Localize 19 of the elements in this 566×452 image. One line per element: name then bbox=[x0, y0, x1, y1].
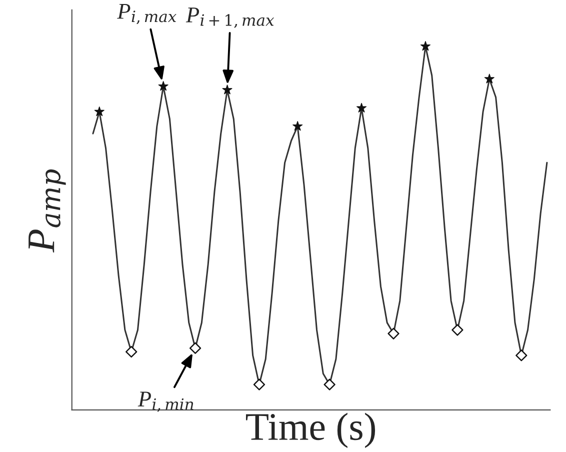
point bbox=[388, 328, 400, 340]
y-axis-title: P$_{amp}$ bbox=[28, 169, 66, 253]
point bbox=[222, 84, 232, 94]
point bbox=[189, 342, 202, 354]
point bbox=[126, 346, 138, 358]
point bbox=[356, 102, 367, 112]
point bbox=[420, 41, 430, 51]
point bbox=[324, 378, 336, 390]
point bbox=[94, 106, 104, 116]
text: P$_{i,max}$ bbox=[117, 4, 176, 24]
point bbox=[516, 350, 528, 362]
point bbox=[484, 74, 494, 84]
point bbox=[253, 378, 266, 390]
text: P$_{i+1,max}$ bbox=[186, 8, 274, 28]
point bbox=[292, 121, 303, 131]
annotation: P$_{i,min}$ bbox=[138, 392, 194, 412]
point bbox=[158, 81, 168, 91]
point bbox=[452, 324, 464, 336]
x-axis-title: Time (s) bbox=[246, 412, 376, 448]
